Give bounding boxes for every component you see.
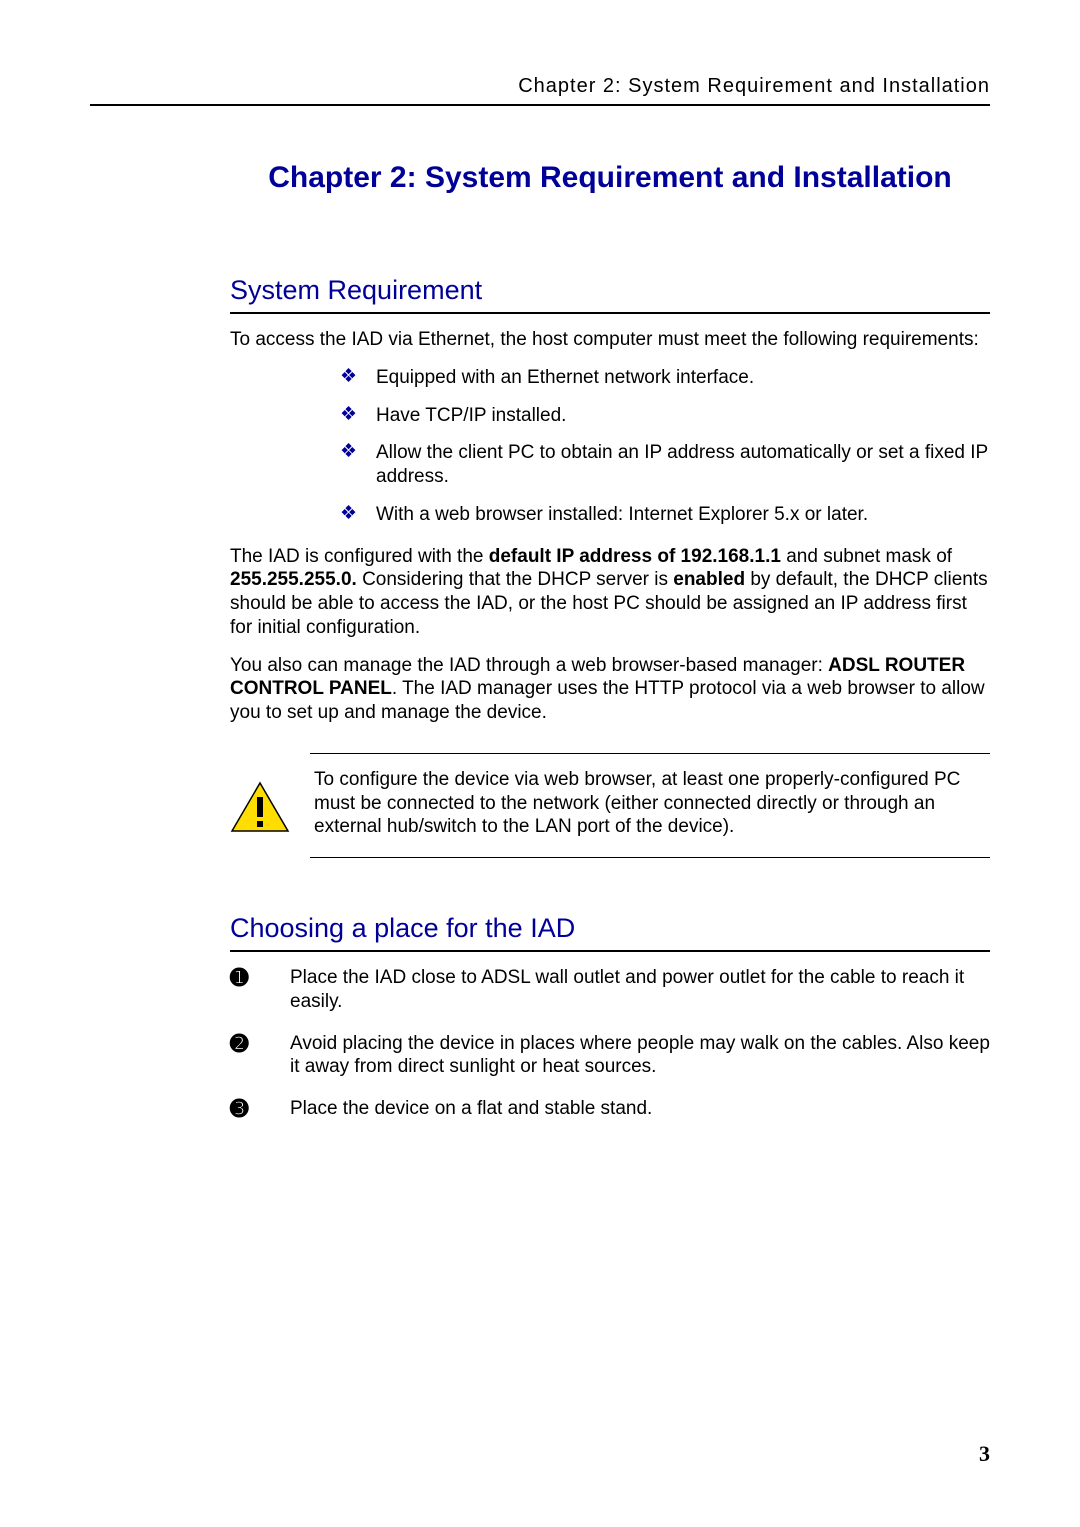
- circled-number-icon: ➌: [230, 1097, 290, 1121]
- placement-list: ➊ Place the IAD close to ADSL wall outle…: [230, 966, 990, 1121]
- bullet-text: Allow the client PC to obtain an IP addr…: [376, 441, 990, 489]
- list-item: ➊ Place the IAD close to ADSL wall outle…: [230, 966, 990, 1014]
- numbered-text: Place the IAD close to ADSL wall outlet …: [290, 966, 990, 1014]
- note-text: To configure the device via web browser,…: [310, 753, 990, 858]
- list-item: ➌ Place the device on a flat and stable …: [230, 1097, 990, 1121]
- text-fragment: The IAD is configured with the: [230, 546, 489, 567]
- requirements-list: ❖ Equipped with an Ethernet network inte…: [340, 366, 990, 527]
- section-heading-system-requirement: System Requirement: [230, 275, 990, 314]
- diamond-bullet-icon: ❖: [340, 366, 376, 389]
- manager-paragraph: You also can manage the IAD through a we…: [230, 654, 990, 725]
- chapter-title: Chapter 2: System Requirement and Instal…: [230, 161, 990, 195]
- section-heading-choosing-place: Choosing a place for the IAD: [230, 913, 990, 952]
- diamond-bullet-icon: ❖: [340, 503, 376, 526]
- text-fragment: and subnet mask of: [781, 546, 952, 567]
- numbered-text: Place the device on a flat and stable st…: [290, 1097, 990, 1121]
- list-item: ❖ Equipped with an Ethernet network inte…: [340, 366, 990, 390]
- warning-note: To configure the device via web browser,…: [230, 753, 990, 858]
- list-item: ❖ Have TCP/IP installed.: [340, 404, 990, 428]
- list-item: ❖ With a web browser installed: Internet…: [340, 503, 990, 527]
- text-bold: 255.255.255.0.: [230, 569, 357, 590]
- text-bold: enabled: [673, 569, 745, 590]
- bullet-text: Equipped with an Ethernet network interf…: [376, 366, 990, 390]
- text-fragment: Considering that the DHCP server is: [357, 569, 673, 590]
- circled-number-icon: ➊: [230, 966, 290, 990]
- config-paragraph: The IAD is configured with the default I…: [230, 545, 990, 640]
- circled-number-icon: ➋: [230, 1032, 290, 1056]
- bullet-text: With a web browser installed: Internet E…: [376, 503, 990, 527]
- list-item: ❖ Allow the client PC to obtain an IP ad…: [340, 441, 990, 489]
- text-fragment: You also can manage the IAD through a we…: [230, 655, 828, 676]
- running-header: Chapter 2: System Requirement and Instal…: [90, 75, 990, 106]
- page-number: 3: [979, 1441, 990, 1467]
- text-bold: default IP address of 192.168.1.1: [489, 546, 781, 567]
- intro-paragraph: To access the IAD via Ethernet, the host…: [230, 328, 990, 352]
- diamond-bullet-icon: ❖: [340, 404, 376, 427]
- bullet-text: Have TCP/IP installed.: [376, 404, 990, 428]
- list-item: ➋ Avoid placing the device in places whe…: [230, 1032, 990, 1080]
- numbered-text: Avoid placing the device in places where…: [290, 1032, 990, 1080]
- warning-icon: [230, 781, 290, 838]
- diamond-bullet-icon: ❖: [340, 441, 376, 464]
